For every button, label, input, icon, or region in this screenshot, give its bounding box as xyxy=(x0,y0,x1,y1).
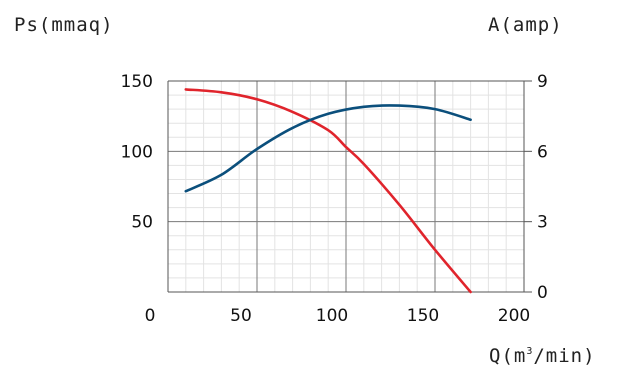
y-left-tick-label: 150 xyxy=(121,72,153,92)
x-axis-title-prefix: Q(m xyxy=(489,345,526,367)
x-axis-title-suffix: /min) xyxy=(533,345,595,367)
y-left-tick-label: 50 xyxy=(131,213,153,233)
y-left-tick-label: 100 xyxy=(121,142,153,162)
y-right-tick-label: 6 xyxy=(537,142,548,162)
y-right-tick-label: 9 xyxy=(537,72,548,92)
y-right-tick-label: 0 xyxy=(537,283,548,303)
x-axis-title-superscript: 3 xyxy=(526,346,533,357)
x-tick-label: 150 xyxy=(407,306,439,326)
chart-axes xyxy=(167,80,532,293)
x-tick-label: 50 xyxy=(230,306,252,326)
current-curve-line xyxy=(184,104,472,193)
y-right-tick-label: 3 xyxy=(537,213,548,233)
major-grid xyxy=(168,81,524,292)
x-tick-label: 200 xyxy=(498,306,530,326)
y-left-axis-title: Ps(mmaq) xyxy=(14,14,114,36)
series-layer xyxy=(184,88,472,294)
pressure-curve-line xyxy=(184,88,472,294)
y-right-axis-title: A(amp) xyxy=(488,14,563,36)
x-tick-label: 0 xyxy=(145,306,156,326)
x-tick-label: 100 xyxy=(316,306,348,326)
tick-labels: 0 50 100 150 200 50 100 150 0 3 6 9 xyxy=(121,72,548,326)
x-axis-title: Q(m3/min) xyxy=(489,345,596,367)
